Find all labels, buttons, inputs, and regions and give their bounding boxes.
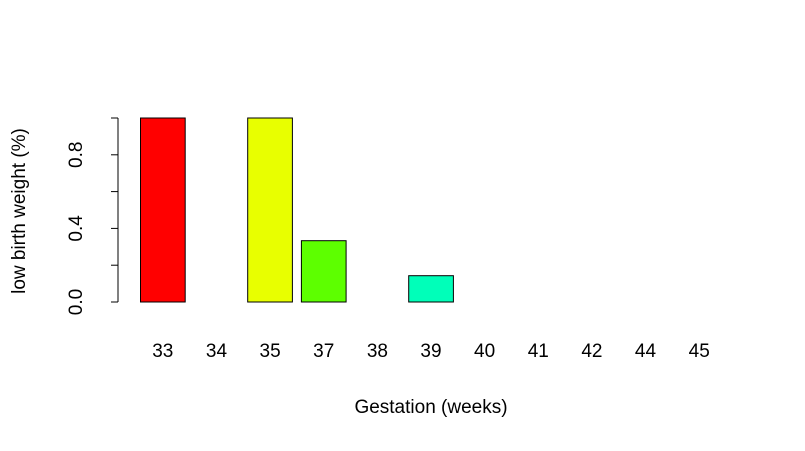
x-tick-label-40: 40 (474, 341, 495, 362)
bar-37 (300, 240, 347, 303)
bar-39 (408, 275, 454, 303)
x-tick-label-34: 34 (206, 341, 228, 362)
bars-group (140, 117, 454, 303)
x-tick-label-37: 37 (313, 341, 334, 362)
x-tick-label-41: 41 (528, 341, 549, 362)
x-tick-label-33: 33 (152, 341, 173, 362)
x-tick-label-44: 44 (635, 341, 657, 362)
bar-35 (247, 117, 293, 303)
y-axis-title: low birth weight (%) (9, 128, 30, 294)
y-tick-label-0.8: 0.8 (66, 142, 87, 168)
bar-33 (140, 117, 186, 303)
y-tick-label-0.0: 0.0 (66, 289, 87, 315)
x-tick-label-42: 42 (581, 341, 602, 362)
y-tick-label-0.4: 0.4 (66, 215, 87, 242)
x-tick-labels: 33 34 35 37 38 39 40 41 42 44 45 (152, 341, 710, 362)
x-tick-label-38: 38 (367, 341, 388, 362)
y-axis: 0.0 0.4 0.8 (66, 117, 119, 315)
x-tick-label-35: 35 (260, 341, 281, 362)
x-tick-label-45: 45 (689, 341, 710, 362)
x-axis-title: Gestation (weeks) (354, 397, 507, 418)
x-tick-label-39: 39 (420, 341, 441, 362)
